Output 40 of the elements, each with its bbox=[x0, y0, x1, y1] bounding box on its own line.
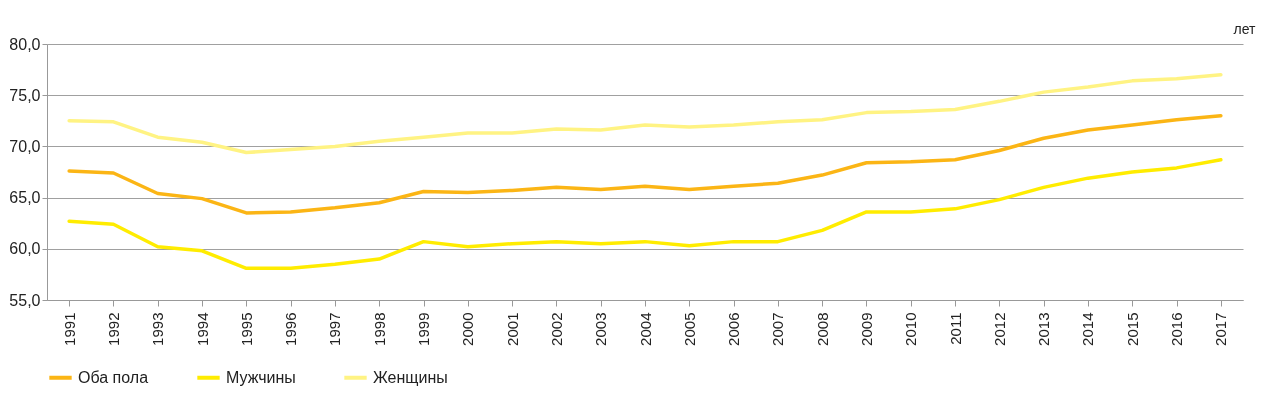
x-tick-label: 2008 bbox=[813, 312, 831, 346]
x-tick-label: 2012 bbox=[990, 312, 1008, 346]
line-series bbox=[67, 157, 1223, 271]
x-tick-label: 2004 bbox=[636, 312, 654, 346]
x-tick-label: 2014 bbox=[1079, 312, 1097, 346]
y-tick-label: 70,0 bbox=[9, 137, 41, 155]
x-tick-label: 2003 bbox=[592, 312, 610, 346]
x-tick-label: 1994 bbox=[193, 312, 211, 346]
x-tick-label: 2000 bbox=[459, 312, 477, 346]
legend-label: Женщины bbox=[373, 368, 448, 386]
x-tick-label: 2013 bbox=[1035, 312, 1053, 346]
x-tick-label: 2011 bbox=[946, 312, 964, 345]
x-tick-label: 2001 bbox=[503, 312, 521, 346]
x-tick-label: 1996 bbox=[282, 312, 300, 346]
x-tick-label: 1995 bbox=[237, 312, 255, 346]
line-series bbox=[67, 72, 1223, 155]
x-tick-label: 2017 bbox=[1212, 312, 1230, 346]
legend-label: Мужчины bbox=[226, 368, 296, 386]
x-tick-label: 2007 bbox=[769, 312, 787, 346]
y-axis-title: лет bbox=[1233, 20, 1257, 37]
x-tick-label: 2009 bbox=[857, 312, 875, 346]
x-tick-label: 1993 bbox=[149, 312, 167, 346]
x-tick-label: 2010 bbox=[902, 312, 920, 346]
x-tick-label: 2016 bbox=[1168, 312, 1186, 346]
line-series bbox=[67, 113, 1223, 215]
x-tick-label: 2015 bbox=[1123, 312, 1141, 346]
y-tick-label: 65,0 bbox=[9, 189, 41, 207]
x-tick-label: 1991 bbox=[60, 312, 78, 346]
x-tick-label: 1999 bbox=[415, 312, 433, 346]
y-tick-label: 60,0 bbox=[9, 240, 41, 258]
x-tick-label: 2005 bbox=[680, 312, 698, 346]
y-tick-label: 55,0 bbox=[9, 291, 41, 309]
y-tick-label: 80,0 bbox=[9, 35, 41, 53]
legend-label: Оба пола bbox=[78, 368, 149, 386]
y-tick-label: 75,0 bbox=[9, 86, 41, 104]
x-tick-label: 1997 bbox=[326, 312, 344, 346]
x-tick-label: 1998 bbox=[370, 312, 388, 346]
x-tick-label: 2002 bbox=[547, 312, 565, 346]
x-tick-label: 1992 bbox=[104, 312, 122, 346]
x-tick-label: 2006 bbox=[725, 312, 743, 346]
